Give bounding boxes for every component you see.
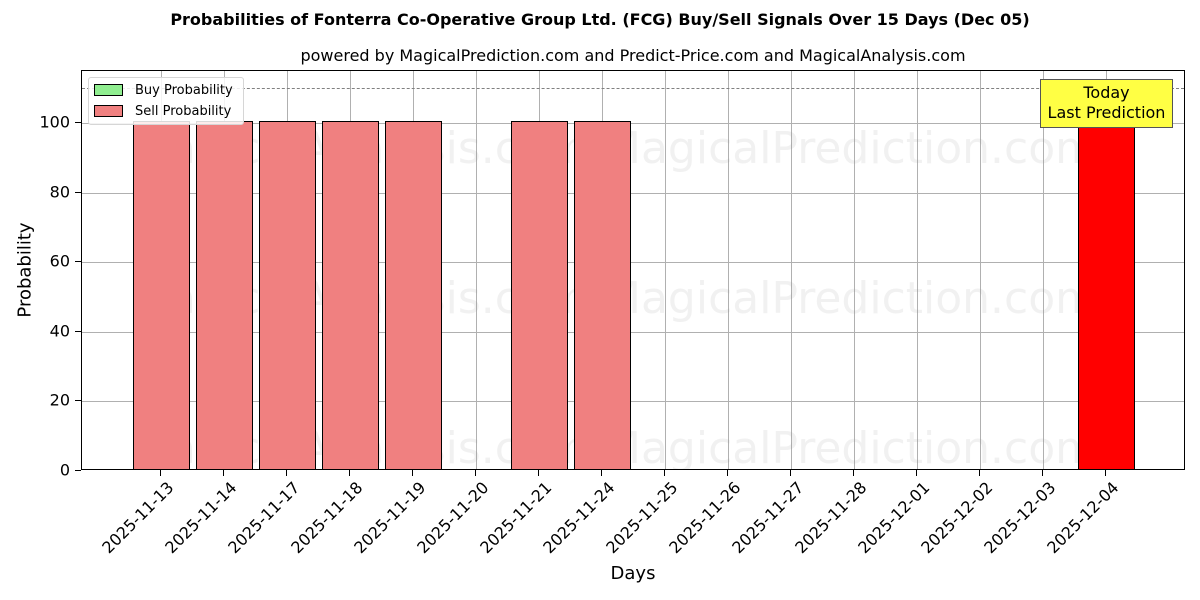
gridline-horizontal <box>82 401 1184 403</box>
gridline-horizontal <box>82 331 1184 333</box>
x-tick-mark <box>853 470 854 476</box>
sell-bar <box>510 121 568 469</box>
legend-sell-label: Sell Probability <box>135 103 232 119</box>
today-annotation: Today Last Prediction <box>1040 79 1173 128</box>
gridline-vertical <box>980 71 981 469</box>
gridline-vertical <box>665 71 666 469</box>
annotation-line-2: Last Prediction <box>1047 103 1166 122</box>
legend-item-buy: Buy Probability <box>94 80 233 100</box>
x-tick-mark <box>664 470 665 476</box>
sell-bar <box>321 121 379 469</box>
x-tick-mark <box>916 470 917 476</box>
x-tick-mark <box>475 470 476 476</box>
y-tick-mark <box>75 191 81 193</box>
y-tick-mark <box>75 261 81 263</box>
x-tick-mark <box>349 470 350 476</box>
x-axis-title: Days <box>610 563 656 584</box>
gridline-vertical <box>476 71 477 469</box>
x-tick-mark <box>412 470 413 476</box>
x-tick-mark <box>727 470 728 476</box>
gridline-vertical <box>854 71 855 469</box>
sell-bar <box>258 121 316 469</box>
x-tick-mark <box>790 470 791 476</box>
legend-item-sell: Sell Probability <box>94 101 231 121</box>
y-tick-label: 40 <box>49 321 70 341</box>
gridline-vertical <box>791 71 792 469</box>
legend: Buy Probability Sell Probability <box>88 77 244 125</box>
y-tick-label: 20 <box>49 390 70 410</box>
plot-area: MagicalAnalysis.comMagicalPrediction.com… <box>81 70 1185 470</box>
x-tick-mark <box>286 470 287 476</box>
x-tick-mark <box>1042 470 1043 476</box>
chart-subtitle: powered by MagicalPrediction.com and Pre… <box>300 46 966 65</box>
watermark-text: MagicalPrediction.com <box>603 423 1098 470</box>
y-tick-mark <box>75 122 81 124</box>
buy-swatch-icon <box>94 84 123 96</box>
sell-swatch-icon <box>94 105 123 117</box>
sell-bar <box>132 121 190 469</box>
watermark-text: MagicalPrediction.com <box>603 123 1098 174</box>
gridline-horizontal <box>82 262 1184 264</box>
y-tick-label: 80 <box>49 182 70 202</box>
y-tick-mark <box>75 330 81 332</box>
watermark-text: MagicalPrediction.com <box>603 273 1098 324</box>
y-tick-label: 60 <box>49 251 70 271</box>
sell-bar <box>195 121 253 469</box>
x-tick-mark <box>979 470 980 476</box>
chart-title: Probabilities of Fonterra Co-Operative G… <box>170 10 1030 29</box>
gridline-horizontal <box>82 123 1184 125</box>
x-tick-mark <box>223 470 224 476</box>
y-tick-mark <box>75 470 81 471</box>
sell-bar <box>384 121 442 469</box>
x-tick-mark <box>601 470 602 476</box>
reference-line <box>82 88 1184 90</box>
gridline-vertical <box>728 71 729 469</box>
sell-bar <box>573 121 631 469</box>
y-tick-label: 0 <box>59 460 70 480</box>
y-axis-title: Probability <box>14 222 36 318</box>
x-tick-mark <box>1105 470 1106 476</box>
y-tick-label: 100 <box>39 112 70 132</box>
x-tick-mark <box>160 470 161 476</box>
gridline-vertical <box>1043 71 1044 469</box>
legend-buy-label: Buy Probability <box>135 82 233 98</box>
gridline-vertical <box>917 71 918 469</box>
gridline-horizontal <box>82 192 1184 194</box>
sell-bar <box>1077 121 1135 469</box>
y-tick-mark <box>75 400 81 402</box>
annotation-line-1: Today <box>1083 83 1130 102</box>
x-tick-mark <box>538 470 539 476</box>
